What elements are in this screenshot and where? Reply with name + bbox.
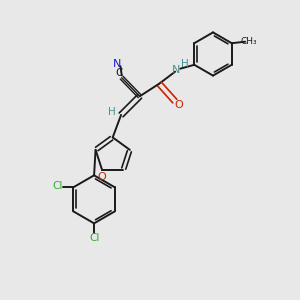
- Text: CH₃: CH₃: [241, 37, 257, 46]
- Text: H: H: [182, 58, 189, 69]
- Text: C: C: [115, 68, 122, 78]
- Text: H: H: [108, 107, 116, 117]
- Text: N: N: [172, 64, 181, 75]
- Text: O: O: [97, 172, 106, 182]
- Text: N: N: [113, 59, 121, 69]
- Text: O: O: [174, 100, 183, 110]
- Text: Cl: Cl: [89, 233, 99, 243]
- Text: Cl: Cl: [52, 181, 63, 191]
